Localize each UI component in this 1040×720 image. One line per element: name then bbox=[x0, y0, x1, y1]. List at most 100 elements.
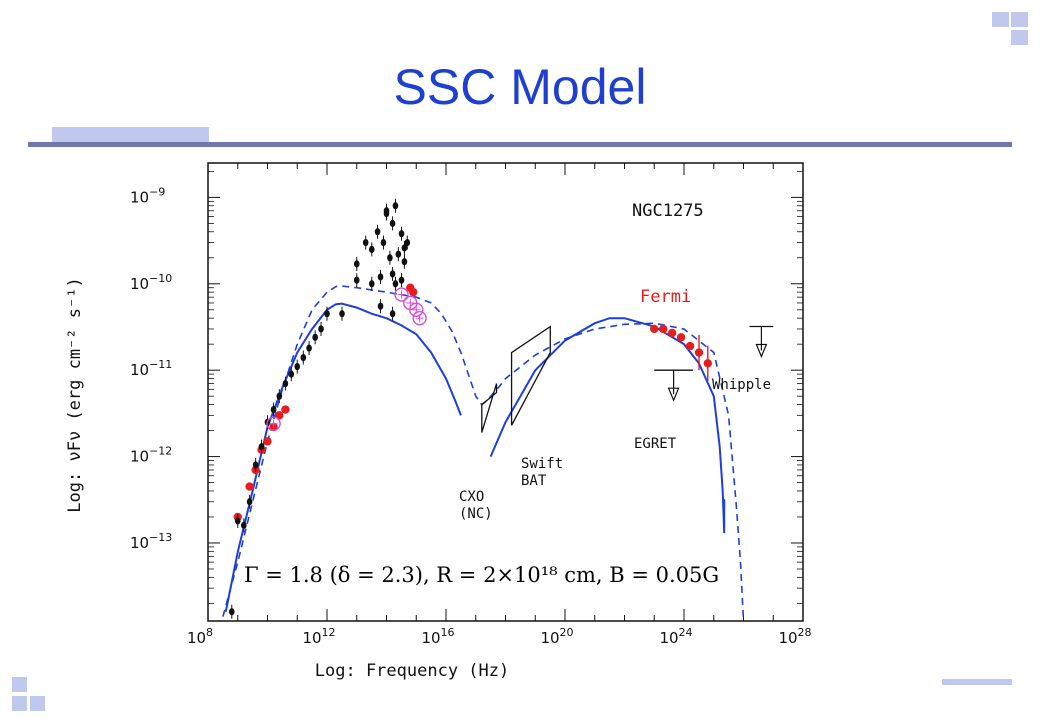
swift-bat-bowtie bbox=[510, 325, 551, 426]
open-circle-data-point bbox=[409, 302, 424, 317]
fermi-data-point bbox=[667, 328, 677, 338]
archival-data-point bbox=[276, 392, 283, 400]
y-tick-exponent: −10 bbox=[149, 272, 172, 285]
x-tick-exponent: 12 bbox=[322, 626, 336, 639]
archival-data-point bbox=[282, 379, 289, 388]
archival-data-point bbox=[353, 260, 360, 268]
archival-data-point bbox=[380, 238, 387, 247]
archival-data-point bbox=[300, 353, 307, 362]
red-data-point bbox=[263, 437, 272, 446]
archival-data-point bbox=[392, 202, 399, 210]
archival-data-point bbox=[398, 276, 405, 284]
archival-data-point bbox=[368, 280, 375, 288]
cxo-label-1: CXO bbox=[459, 489, 484, 505]
fermi-label: Fermi bbox=[640, 287, 691, 307]
archival-data-point bbox=[324, 310, 330, 318]
x-tick-label: 1012 bbox=[302, 626, 335, 647]
archival-data-point bbox=[389, 310, 396, 318]
swift-label-1: Swift bbox=[521, 456, 563, 472]
archival-data-point bbox=[389, 270, 396, 278]
corner-square-top-1 bbox=[992, 12, 1009, 27]
chart-title: NGC1275 bbox=[632, 201, 704, 221]
cxo-label-2: (NC) bbox=[459, 506, 493, 522]
archival-data-point bbox=[318, 325, 324, 333]
fermi-data-point bbox=[659, 324, 668, 334]
corner-square-bottom-1 bbox=[12, 677, 27, 692]
x-tick-label: 1016 bbox=[421, 626, 454, 647]
y-tick-exponent: −11 bbox=[149, 358, 172, 371]
archival-data-point bbox=[401, 244, 408, 252]
model-curve-solid-compton bbox=[489, 317, 726, 534]
slide-title: SSC Model bbox=[393, 59, 647, 115]
archival-data-point bbox=[306, 344, 312, 352]
archival-data-point bbox=[258, 443, 265, 451]
y-axis-label: Log: νFν (erg cm⁻² s⁻¹) bbox=[65, 277, 85, 512]
archival-data-point bbox=[398, 230, 405, 238]
archival-data-point bbox=[395, 250, 402, 258]
archival-data-point bbox=[377, 302, 384, 310]
red-data-point bbox=[281, 405, 290, 414]
archival-data-point bbox=[288, 370, 295, 378]
swift-label-2: BAT bbox=[521, 473, 547, 489]
archival-data-point bbox=[270, 405, 277, 414]
x-tick-label: 108 bbox=[187, 626, 213, 647]
whipple-upper-limit-arrow-head bbox=[755, 343, 768, 359]
fermi-data-point bbox=[685, 341, 695, 351]
corner-square-bottom-2 bbox=[12, 696, 27, 711]
x-axis-label: Log: Frequency (Hz) bbox=[315, 661, 509, 681]
x-tick-label: 1028 bbox=[778, 626, 811, 647]
y-tick-exponent: −13 bbox=[149, 531, 172, 544]
y-tick-exponent: −12 bbox=[149, 445, 172, 458]
archival-data-point bbox=[401, 258, 408, 266]
corner-square-bottom-3 bbox=[30, 696, 45, 711]
y-tick-label: 10−13 bbox=[130, 531, 172, 552]
archival-data-point bbox=[374, 228, 381, 236]
archival-data-point bbox=[339, 310, 345, 318]
archival-data-point bbox=[392, 280, 399, 288]
y-tick-label: 10−9 bbox=[130, 185, 165, 206]
open-circle-data-point bbox=[266, 416, 281, 431]
archival-data-point bbox=[362, 238, 369, 247]
archival-data-point bbox=[404, 238, 411, 247]
x-tick-exponent: 20 bbox=[560, 626, 574, 639]
archival-data-point bbox=[368, 245, 375, 253]
archival-data-point bbox=[234, 517, 241, 525]
egret-upper-limit-arrow-head bbox=[667, 387, 680, 402]
corner-square-top-3 bbox=[1011, 30, 1028, 45]
archival-data-point bbox=[228, 608, 235, 616]
corner-square-top-2 bbox=[1011, 12, 1028, 27]
open-circle-data-point bbox=[412, 310, 427, 326]
x-tick-exponent: 24 bbox=[679, 626, 693, 639]
archival-data-point bbox=[387, 254, 393, 262]
archival-data-point bbox=[252, 461, 259, 469]
footer-bar bbox=[942, 679, 1012, 685]
cxo-bowtie bbox=[481, 383, 498, 433]
x-tick-exponent: 8 bbox=[206, 626, 213, 639]
x-tick-exponent: 16 bbox=[441, 626, 455, 639]
y-tick-exponent: −9 bbox=[149, 185, 165, 198]
archival-data-point bbox=[294, 363, 301, 371]
y-tick-label: 10−11 bbox=[130, 358, 172, 379]
y-tick-label: 10−10 bbox=[130, 272, 172, 293]
y-tick-label: 10−12 bbox=[130, 445, 172, 466]
archival-data-point bbox=[312, 333, 318, 341]
archival-data-point bbox=[389, 219, 396, 227]
x-tick-label: 1024 bbox=[659, 626, 692, 647]
title-underline-line bbox=[28, 142, 1012, 147]
archival-data-point bbox=[246, 498, 253, 506]
fermi-data-point bbox=[676, 333, 686, 342]
fermi-data-point bbox=[650, 324, 659, 334]
egret-label: EGRET bbox=[634, 436, 677, 452]
whipple-label: Whipple bbox=[712, 377, 771, 393]
archival-data-point bbox=[383, 207, 390, 215]
archival-data-point bbox=[377, 273, 384, 281]
archival-data-point bbox=[241, 521, 247, 529]
x-tick-exponent: 28 bbox=[798, 626, 812, 639]
red-data-point bbox=[275, 411, 284, 420]
archival-data-point bbox=[353, 276, 360, 284]
red-data-point bbox=[245, 482, 254, 491]
open-circle-data-point bbox=[394, 287, 409, 302]
x-tick-label: 1020 bbox=[540, 626, 573, 647]
red-data-point bbox=[409, 287, 418, 297]
